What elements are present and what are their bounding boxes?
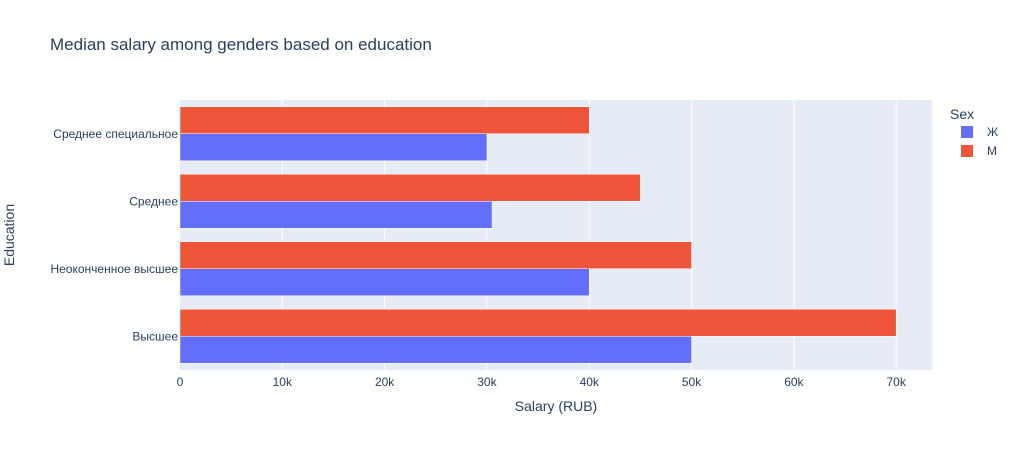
x-tick-label: 50k (682, 375, 702, 389)
x-tick-label: 10k (273, 375, 293, 389)
y-axis-title: Education (1, 204, 17, 266)
bar-f-0[interactable] (179, 336, 692, 364)
y-tick-label: Среднее специальное (53, 127, 178, 141)
bar-m-1[interactable] (179, 241, 692, 269)
x-tick-label: 40k (580, 375, 600, 389)
chart-title: Median salary among genders based on edu… (50, 35, 432, 54)
legend-title: Sex (950, 106, 974, 122)
x-tick-label: 20k (375, 375, 395, 389)
x-tick-label: 70k (887, 375, 907, 389)
bar-f-2[interactable] (179, 201, 493, 229)
bar-f-3[interactable] (179, 133, 488, 161)
legend-swatch[interactable] (961, 126, 973, 138)
x-tick-label: 60k (784, 375, 804, 389)
y-tick-label: Высшее (132, 329, 178, 343)
x-tick-label: 30k (477, 375, 497, 389)
legend[interactable]: Sex ЖМ (950, 106, 998, 158)
x-axis-title: Salary (RUB) (515, 398, 597, 414)
y-tick-label: Неоконченное высшее (50, 262, 178, 276)
legend-item-label[interactable]: Ж (987, 125, 998, 139)
y-tick-label: Среднее (129, 194, 178, 208)
x-axis-ticks: 0 10k 20k 30k 40k 50k 60k 70k (177, 375, 907, 389)
y-axis-ticks: Высшее Неоконченное высшее Среднее Среднее … (50, 127, 178, 344)
bars (179, 106, 897, 364)
legend-swatch[interactable] (961, 145, 973, 157)
legend-item-label[interactable]: М (987, 144, 997, 158)
bar-m-0[interactable] (179, 309, 897, 337)
bar-f-1[interactable] (179, 268, 590, 296)
x-tick-label: 0 (177, 375, 184, 389)
bar-m-2[interactable] (179, 174, 641, 202)
bar-m-3[interactable] (179, 106, 590, 134)
